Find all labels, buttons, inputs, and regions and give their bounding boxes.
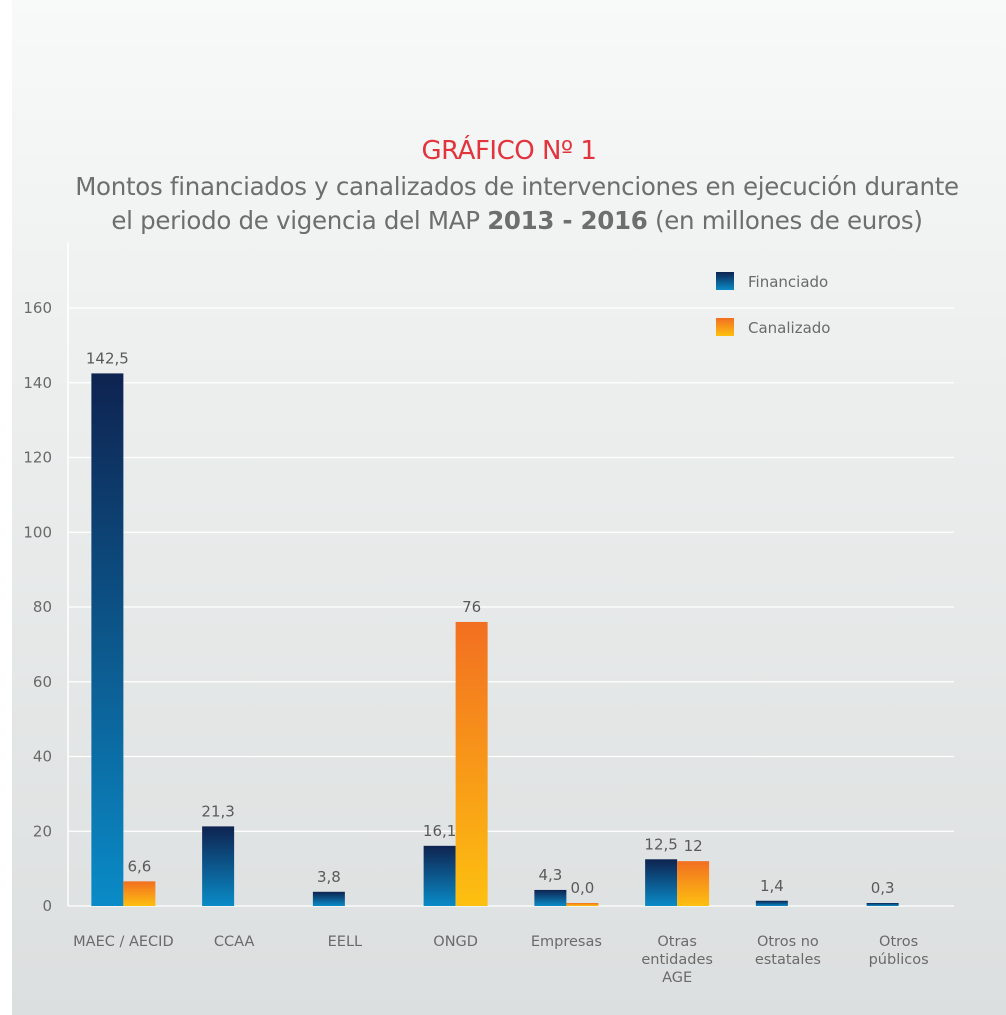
y-tick-label: 40 [33, 748, 52, 766]
bar-canalizado [123, 881, 156, 906]
category-label: CCAA [214, 934, 255, 950]
data-label: 0,3 [871, 879, 895, 897]
bar-financiado [423, 845, 456, 906]
category-label: ONGD [433, 934, 478, 950]
bar-canalizado [566, 903, 599, 906]
data-label: 6,6 [127, 857, 151, 875]
category-label: públicos [869, 952, 929, 968]
category-label: estatales [755, 952, 821, 968]
y-tick-label: 160 [23, 299, 52, 317]
data-label: 21,3 [201, 802, 234, 820]
bar-financiado [645, 859, 678, 906]
y-tick-label: 80 [33, 598, 52, 616]
bar-financiado [755, 900, 788, 906]
bar-canalizado [677, 861, 710, 906]
legend-swatch-financiado [716, 272, 734, 290]
bar-canalizado [455, 621, 488, 906]
y-tick-label: 60 [33, 673, 52, 691]
legend-swatch-canalizado [716, 318, 734, 336]
category-label: AGE [662, 970, 692, 986]
legend-label: Financiado [748, 273, 828, 291]
data-label: 0,0 [570, 879, 594, 897]
category-label: Otras [657, 934, 697, 950]
chart-subtitle: Montos financiados y canalizados de inte… [62, 170, 972, 238]
category-label: Otros [879, 934, 918, 950]
bar-financiado [202, 826, 235, 906]
category-label: entidades [641, 952, 713, 968]
y-tick-label: 100 [23, 523, 52, 541]
y-tick-label: 120 [23, 449, 52, 467]
data-label: 12 [684, 837, 703, 855]
category-label: Otros no [757, 934, 819, 950]
subtitle-years: 2013 - 2016 [487, 206, 648, 235]
y-tick-label: 0 [42, 897, 52, 915]
y-tick-label: 20 [33, 822, 52, 840]
data-label: 1,4 [760, 877, 784, 895]
data-label: 76 [462, 598, 481, 616]
subtitle-part-1: Montos financiados y canalizados de inte… [75, 172, 959, 235]
bar-financiado [91, 373, 124, 906]
chart-panel [12, 0, 1006, 1015]
subtitle-part-3: (en millones de euros) [647, 206, 923, 235]
category-label: EELL [328, 934, 362, 950]
legend-label: Canalizado [748, 319, 830, 337]
chart-title: GRÁFICO Nº 1 [421, 136, 597, 166]
data-label: 3,8 [317, 868, 341, 886]
bar-financiado [312, 891, 345, 906]
category-label: Empresas [531, 934, 602, 950]
data-label: 16,1 [423, 822, 456, 840]
bar-financiado [866, 903, 899, 906]
data-label: 142,5 [86, 349, 129, 367]
data-label: 12,5 [644, 835, 677, 853]
category-label: MAEC / AECID [73, 934, 173, 950]
y-tick-label: 140 [23, 374, 52, 392]
bar-financiado [534, 889, 567, 906]
data-label: 4,3 [538, 866, 562, 884]
